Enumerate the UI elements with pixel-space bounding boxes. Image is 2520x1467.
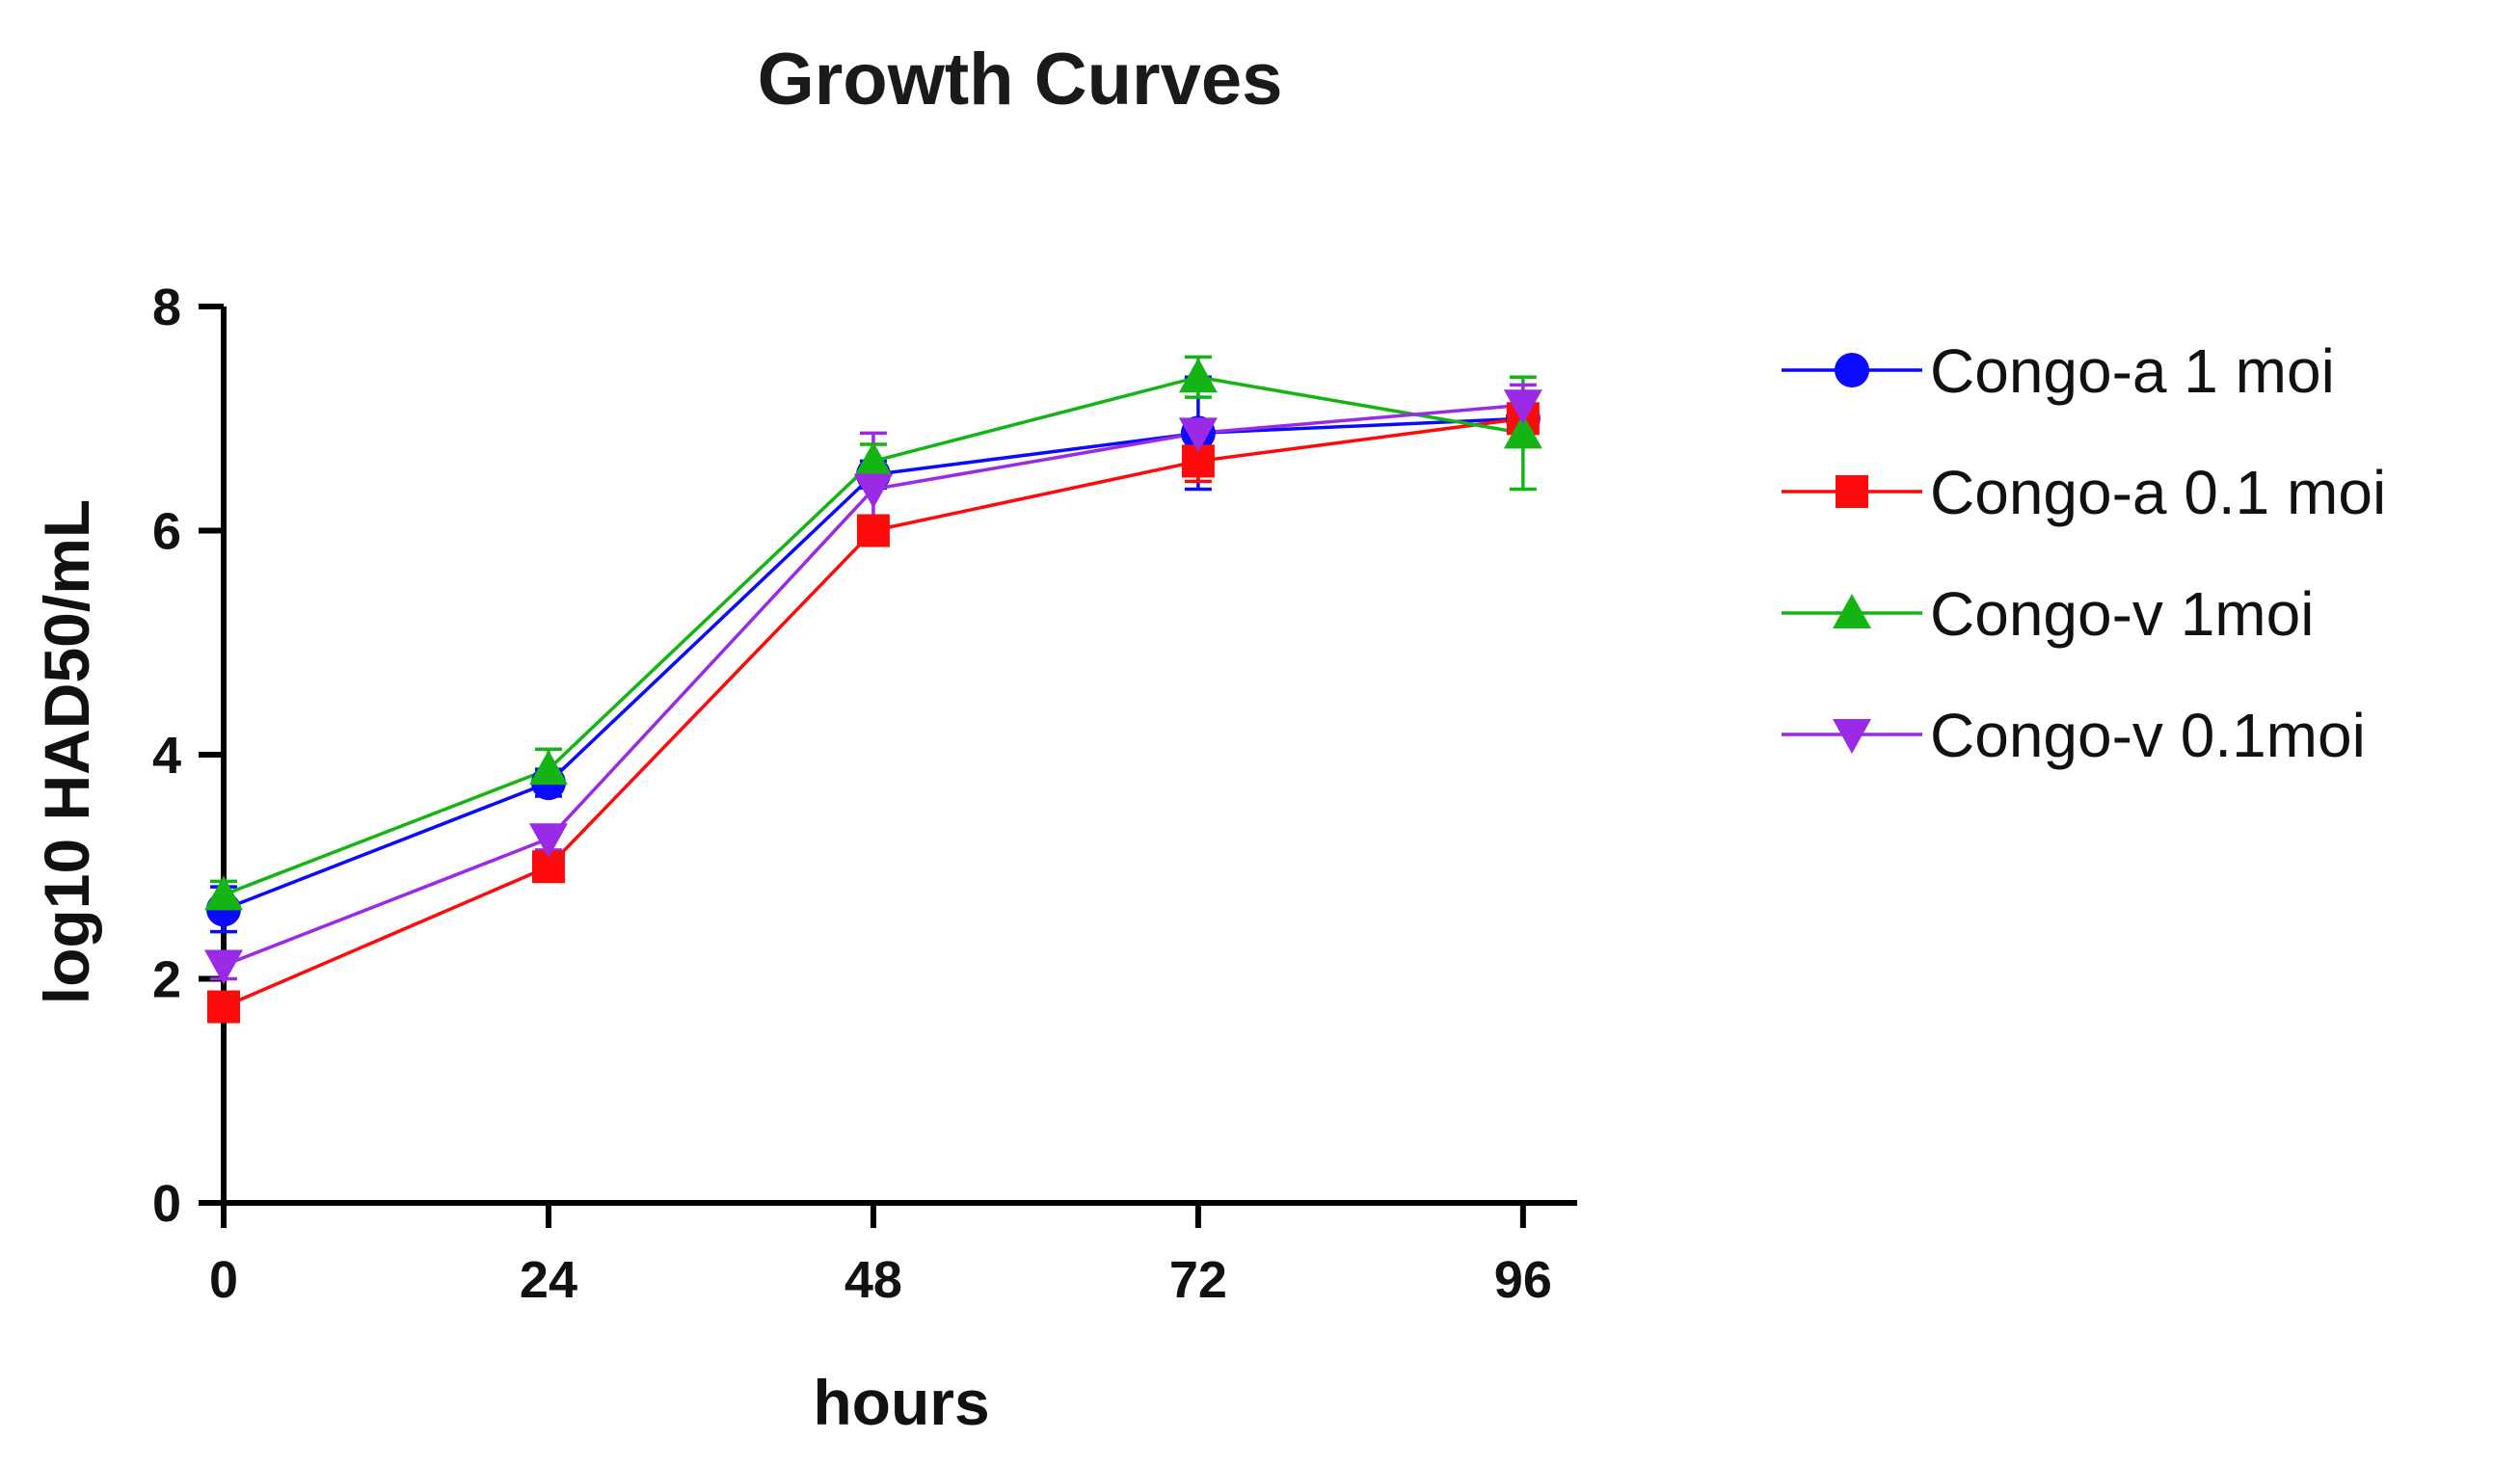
data-point <box>853 441 893 477</box>
y-tick-label: 4 <box>152 727 181 785</box>
data-point <box>1503 389 1542 425</box>
data-point <box>204 949 243 985</box>
x-tick-label: 24 <box>520 1251 577 1309</box>
legend-label: Congo-a 1 moi <box>1930 336 2335 406</box>
data-point <box>1178 358 1218 393</box>
legend-marker <box>1835 353 1869 387</box>
y-tick-label: 8 <box>152 279 181 336</box>
legend: Congo-a 1 moi Congo-a 0.1 moi Congo-v 1moi… <box>1782 336 2386 770</box>
x-tick-label: 72 <box>1169 1251 1227 1309</box>
plot-area <box>204 355 1542 1024</box>
x-axis-label: hours <box>813 1367 989 1438</box>
legend-marker <box>1833 719 1871 754</box>
x-tick-label: 96 <box>1494 1251 1552 1309</box>
legend-marker <box>1836 475 1868 508</box>
data-point <box>856 514 890 547</box>
y-tick-label: 0 <box>152 1175 181 1233</box>
data-point <box>1503 413 1542 449</box>
data-point <box>207 990 240 1024</box>
y-axis-label: log10 HAD50/mL <box>31 499 102 1004</box>
y-tick-label: 2 <box>152 951 181 1009</box>
legend-label: Congo-v 1moi <box>1930 579 2314 649</box>
data-point <box>853 473 893 509</box>
legend-label: Congo-a 0.1 moi <box>1930 458 2386 527</box>
chart-title: Growth Curves <box>758 39 1283 120</box>
legend-marker <box>1833 594 1871 628</box>
legend-label: Congo-v 0.1moi <box>1930 701 2366 770</box>
x-tick-label: 48 <box>844 1251 902 1309</box>
data-point <box>1178 417 1218 453</box>
x-tick-label: 0 <box>209 1251 238 1309</box>
data-point <box>528 750 568 786</box>
data-point <box>528 823 568 859</box>
y-tick-label: 6 <box>152 503 181 561</box>
data-point <box>204 875 243 911</box>
